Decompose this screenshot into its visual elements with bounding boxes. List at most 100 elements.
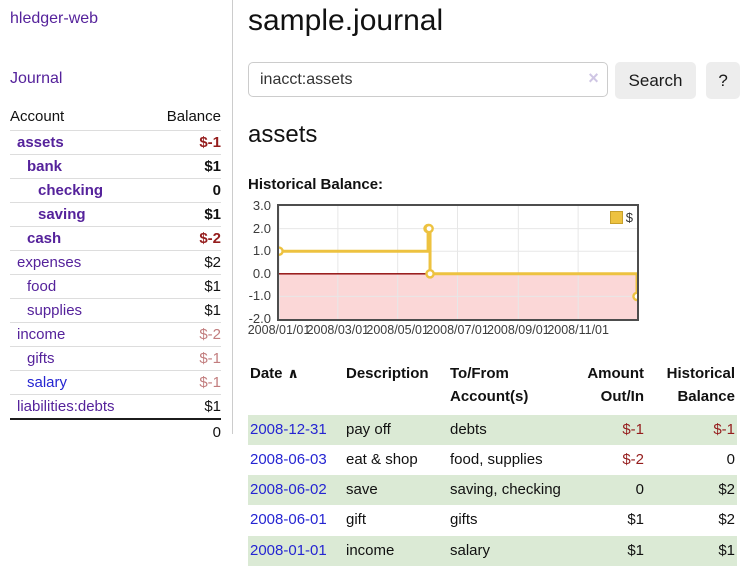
register-row: 2008-01-01 income salary $1 $1: [248, 535, 737, 566]
x-tick-label: 2008/11/01: [547, 323, 609, 337]
transaction-date-link[interactable]: 2008-06-01: [250, 511, 327, 529]
transaction-balance: $-1: [646, 414, 737, 445]
accounts-table: Account Balance assets $-1 bank $1 checkin…: [10, 105, 221, 445]
account-row: expenses $2: [10, 250, 221, 275]
sidebar-item-journal[interactable]: Journal: [10, 70, 63, 87]
transaction-amount: $1: [570, 535, 646, 566]
account-balance: $-1: [148, 130, 221, 155]
transaction-amount: $-2: [622, 450, 644, 468]
account-link-checking[interactable]: checking: [38, 182, 104, 199]
transaction-description: gift: [346, 511, 367, 529]
legend-swatch-icon: [609, 211, 623, 224]
transaction-amount: $-1: [570, 414, 646, 445]
chart-legend: $: [609, 210, 633, 225]
transaction-description: eat & shop: [346, 450, 418, 468]
transaction-description: pay off: [344, 414, 448, 445]
account-balance: 0: [148, 178, 221, 203]
app-title-link[interactable]: hledger-web: [10, 10, 99, 27]
accounts-header-balance: Balance: [166, 108, 221, 125]
register-row: 2008-06-01 gift gifts $1 $2: [248, 505, 737, 535]
chart-title: Historical Balance:: [248, 176, 384, 193]
page-title: sample.journal: [248, 4, 444, 37]
chart-plot-area: $: [277, 204, 639, 321]
account-row: food $1: [10, 274, 221, 299]
transaction-date-link[interactable]: 2008-06-02: [250, 481, 327, 498]
y-tick-label: 0.0: [252, 265, 271, 281]
search-button[interactable]: Search: [614, 62, 697, 99]
account-link-bank[interactable]: bank: [27, 158, 63, 175]
search-input[interactable]: [248, 62, 608, 97]
transaction-description: save: [344, 475, 448, 506]
transaction-date-link[interactable]: 2008-12-31: [250, 420, 327, 438]
account-balance: $1: [148, 202, 221, 227]
register-row: 2008-06-03 eat & shop food, supplies $-2…: [248, 445, 737, 475]
account-heading: assets: [248, 121, 318, 148]
transaction-date-link[interactable]: 2008-01-01: [250, 541, 327, 559]
account-link-income[interactable]: income: [17, 326, 66, 343]
account-balance: $1: [148, 274, 221, 299]
register-row: 2008-12-31 pay off debts $-1 $-1: [248, 414, 737, 445]
account-balance: $-1: [148, 370, 221, 395]
account-link-supplies[interactable]: supplies: [27, 302, 83, 319]
y-tick-label: 2.0: [252, 220, 271, 236]
account-row: bank $1: [10, 154, 221, 179]
transaction-amount: $1: [627, 511, 644, 529]
balance-chart-svg: [279, 206, 637, 319]
chart-x-axis-labels: 2008/01/01 2008/03/01 2008/05/01 2008/07/01…: [248, 321, 639, 339]
account-row: salary $-1: [10, 370, 221, 395]
transaction-accounts: salary: [448, 535, 570, 566]
account-balance: $2: [148, 250, 221, 275]
clear-search-icon[interactable]: ×: [588, 68, 599, 88]
transaction-description: income: [344, 535, 448, 566]
account-row: checking 0: [10, 178, 221, 203]
register-row: 2008-06-02 save saving, checking 0 $2: [248, 475, 737, 506]
account-row: assets $-1: [10, 130, 221, 155]
main-panel: sample.journal × Search ? assets Histori…: [248, 0, 740, 566]
help-button[interactable]: ?: [706, 62, 740, 99]
accounts-total-value: 0: [148, 418, 221, 445]
x-tick-label: 2008/01/01: [247, 323, 311, 337]
transaction-date-link[interactable]: 2008-06-03: [250, 450, 327, 468]
x-tick-label: 2008/09/01: [487, 323, 550, 337]
account-balance: $1: [148, 298, 221, 323]
legend-label: $: [625, 210, 633, 225]
account-balance: $1: [148, 394, 221, 419]
register-header-historical: Historical Balance: [666, 365, 735, 406]
transaction-balance: $2: [646, 475, 737, 506]
account-link-expenses[interactable]: expenses: [17, 254, 82, 271]
account-link-salary[interactable]: salary: [27, 374, 68, 391]
y-tick-label: -1.0: [248, 288, 271, 304]
transaction-accounts: gifts: [450, 511, 478, 529]
y-tick-label: 3.0: [252, 198, 271, 213]
account-link-saving[interactable]: saving: [38, 206, 86, 223]
y-tick-label: -2.0: [248, 311, 271, 326]
transaction-accounts: saving, checking: [448, 475, 570, 506]
account-balance: $-2: [148, 322, 221, 347]
transaction-accounts: debts: [448, 414, 570, 445]
account-link-liabilities-debts[interactable]: liabilities:debts: [17, 398, 115, 415]
account-row: gifts $-1: [10, 346, 221, 371]
register-header-description: Description: [346, 365, 429, 382]
search-form: × Search ?: [248, 62, 740, 99]
transaction-accounts: food, supplies: [450, 450, 543, 468]
account-link-gifts[interactable]: gifts: [27, 350, 55, 367]
account-row: supplies $1: [10, 298, 221, 323]
x-tick-label: 2008/07/01: [426, 323, 489, 337]
balance-chart: 3.0 2.0 1.0 0.0 -1.0 -2.0 $ 2008/01/01 2008/03…: [248, 198, 639, 339]
y-tick-label: 1.0: [252, 243, 271, 259]
transaction-balance: $1: [646, 535, 737, 566]
account-link-assets[interactable]: assets: [17, 134, 64, 151]
account-balance: $-2: [148, 226, 221, 251]
transaction-amount: 0: [570, 475, 646, 506]
account-link-cash[interactable]: cash: [27, 230, 62, 247]
register-header-amount: Amount Out/In: [587, 365, 644, 406]
register-header-tofrom: To/From Account(s): [450, 365, 529, 406]
account-row: cash $-2: [10, 226, 221, 251]
sort-asc-icon: ∧: [287, 365, 299, 381]
transaction-balance: 0: [726, 450, 735, 468]
register-header-date[interactable]: Date ∧: [250, 365, 299, 382]
account-link-food[interactable]: food: [27, 278, 57, 295]
register-table: Date ∧ Description To/From Account(s) Amou…: [248, 360, 737, 566]
account-row: saving $1: [10, 202, 221, 227]
account-balance: $1: [148, 154, 221, 179]
